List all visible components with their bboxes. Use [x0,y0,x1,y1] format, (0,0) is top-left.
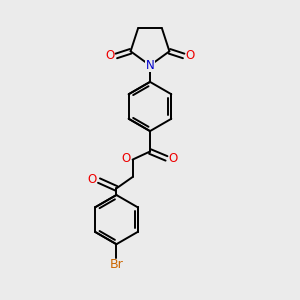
Text: O: O [88,172,97,186]
Text: N: N [146,59,154,72]
Text: O: O [169,152,178,165]
Text: O: O [186,50,195,62]
Text: O: O [122,152,130,165]
Text: O: O [105,50,114,62]
Text: Br: Br [110,258,123,271]
